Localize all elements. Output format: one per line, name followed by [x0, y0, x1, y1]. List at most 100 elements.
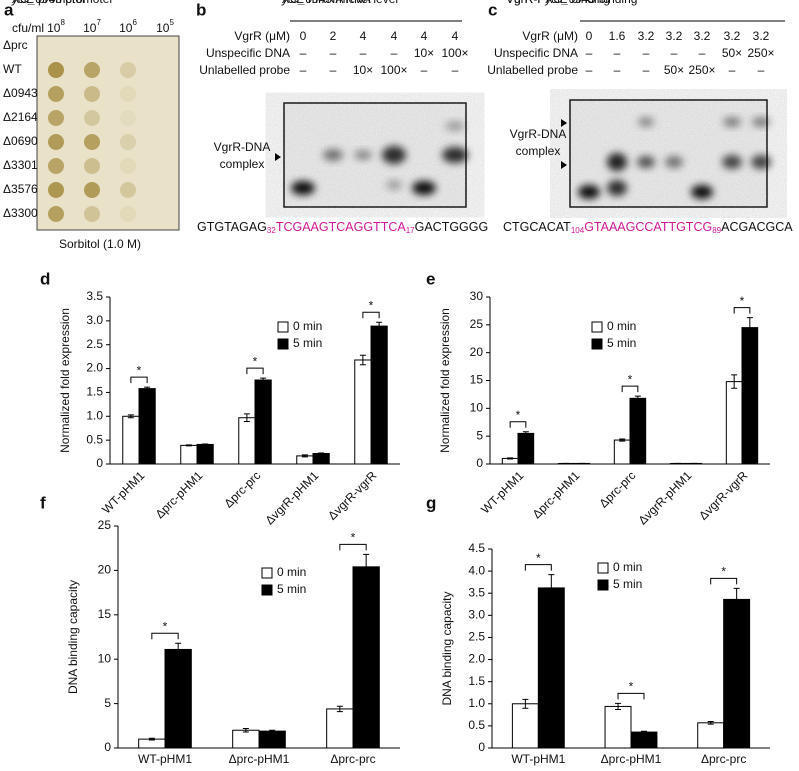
- y-tick-label: 0: [476, 456, 483, 470]
- gel-band: [607, 180, 627, 196]
- y-tick-label: 10: [98, 651, 112, 665]
- bar: [181, 445, 197, 464]
- y-tick-label: 30: [470, 289, 484, 303]
- gel-band: [445, 121, 465, 131]
- bar: [233, 730, 259, 748]
- bar: [259, 731, 285, 748]
- strain-label: Δ0943: [3, 86, 38, 100]
- x-tick-label: ΔvgrR-pHM1: [262, 468, 321, 527]
- panel-label: d: [40, 269, 50, 288]
- dilution-exp: 5: [169, 18, 174, 27]
- bar: [512, 704, 538, 748]
- gel-band: [578, 185, 600, 199]
- legend-label: 0 min: [293, 319, 322, 333]
- panel-label: f: [40, 493, 46, 512]
- legend-swatch: [598, 580, 608, 590]
- x-tick-label: WT-pHM1: [99, 468, 147, 516]
- y-tick-label: 5: [476, 428, 483, 442]
- lane-label: –: [452, 63, 459, 77]
- plate-caption: Sorbitol (1.0 M): [59, 237, 141, 251]
- significance-label: *: [351, 531, 356, 545]
- y-tick-label: 0: [96, 456, 103, 470]
- y-axis-label: DNA binding capacity: [66, 580, 80, 694]
- lane-label: –: [421, 63, 428, 77]
- significance-label: *: [369, 298, 374, 312]
- bar: [239, 418, 255, 464]
- lane-label: 250×: [747, 46, 774, 60]
- complex-label: complex: [220, 157, 265, 171]
- gel-band: [323, 149, 343, 161]
- complex-label: VgrR-DNA: [214, 140, 271, 154]
- y-tick-label: 5: [104, 696, 111, 710]
- y-tick-label: 0.5: [86, 432, 103, 446]
- legend-swatch: [262, 585, 272, 595]
- significance-label: *: [740, 294, 745, 308]
- seq-right: ACGACGCA: [721, 220, 793, 234]
- panel-label: c: [488, 0, 497, 19]
- gel-band: [751, 155, 771, 169]
- gel-band: [354, 150, 372, 160]
- dilution-label: 107: [83, 18, 101, 35]
- bar: [165, 649, 191, 748]
- y-tick-label: 3.0: [86, 313, 103, 327]
- x-tick-label: Δprc-prc: [330, 752, 375, 766]
- bar: [605, 706, 631, 748]
- legend-label: 5 min: [293, 336, 322, 350]
- lane-label: –: [586, 63, 593, 77]
- title: yciE promotor: [11, 0, 86, 6]
- significance-bracket: [152, 633, 178, 639]
- gel-band: [442, 147, 468, 163]
- lane-label: 2: [330, 29, 337, 43]
- gel-band: [723, 117, 741, 127]
- lane-label: 50×: [722, 46, 742, 60]
- complex-label: complex: [516, 144, 561, 158]
- colony-spot: [84, 62, 100, 78]
- row-label: Unspecific DNA: [206, 46, 290, 60]
- lane-label: –: [360, 46, 367, 60]
- colony-spot: [48, 206, 64, 222]
- x-tick-label: WT-pHM1: [138, 752, 192, 766]
- y-axis-label: Normalized fold expression: [58, 308, 72, 453]
- title-part: promotor: [35, 0, 86, 6]
- legend-label: 0 min: [277, 565, 306, 579]
- band-arrow: [561, 119, 567, 127]
- lane-label: 100×: [380, 63, 407, 77]
- significance-bracket: [340, 544, 366, 550]
- strain-label: Δ0690: [3, 134, 38, 148]
- y-tick-label: 2.5: [468, 630, 485, 644]
- strain-label: Δ2164: [3, 110, 38, 124]
- y-tick-label: 2.0: [86, 361, 103, 375]
- legend-label: 0 min: [613, 560, 642, 574]
- unit-label: cfu/ml: [12, 21, 44, 35]
- lane-label: 3.2: [724, 29, 741, 43]
- strain-label: Δprc: [3, 38, 28, 52]
- significance-label: *: [163, 619, 168, 633]
- title-part: binding: [568, 0, 610, 6]
- colony-spot: [84, 134, 100, 150]
- lane-label: –: [300, 46, 307, 60]
- row-label: Unlabelled probe: [487, 63, 578, 77]
- panel-label: b: [196, 0, 206, 19]
- x-tick-label: ΔvgrR-vgrR: [696, 468, 750, 522]
- gel-band: [607, 153, 627, 171]
- y-tick-label: 20: [470, 345, 484, 359]
- lane-label: –: [330, 46, 337, 60]
- lane-label: 3.2: [753, 29, 770, 43]
- y-tick-label: 4.5: [468, 541, 485, 555]
- significance-bracket: [622, 386, 638, 392]
- y-tick-label: 15: [470, 373, 484, 387]
- gel-band: [722, 155, 742, 169]
- bar: [255, 380, 271, 464]
- gel-band: [665, 156, 683, 168]
- significance-bracket: [247, 368, 263, 374]
- colony-spot: [120, 62, 136, 78]
- dilution-base: 10: [47, 21, 61, 35]
- y-tick-label: 15: [98, 607, 112, 621]
- bar: [726, 382, 742, 464]
- bar: [313, 454, 329, 464]
- colony-spot: [120, 158, 136, 174]
- bar: [353, 567, 379, 748]
- y-axis-label: DNA binding capacity: [440, 591, 454, 705]
- lane-label: 10×: [414, 46, 434, 60]
